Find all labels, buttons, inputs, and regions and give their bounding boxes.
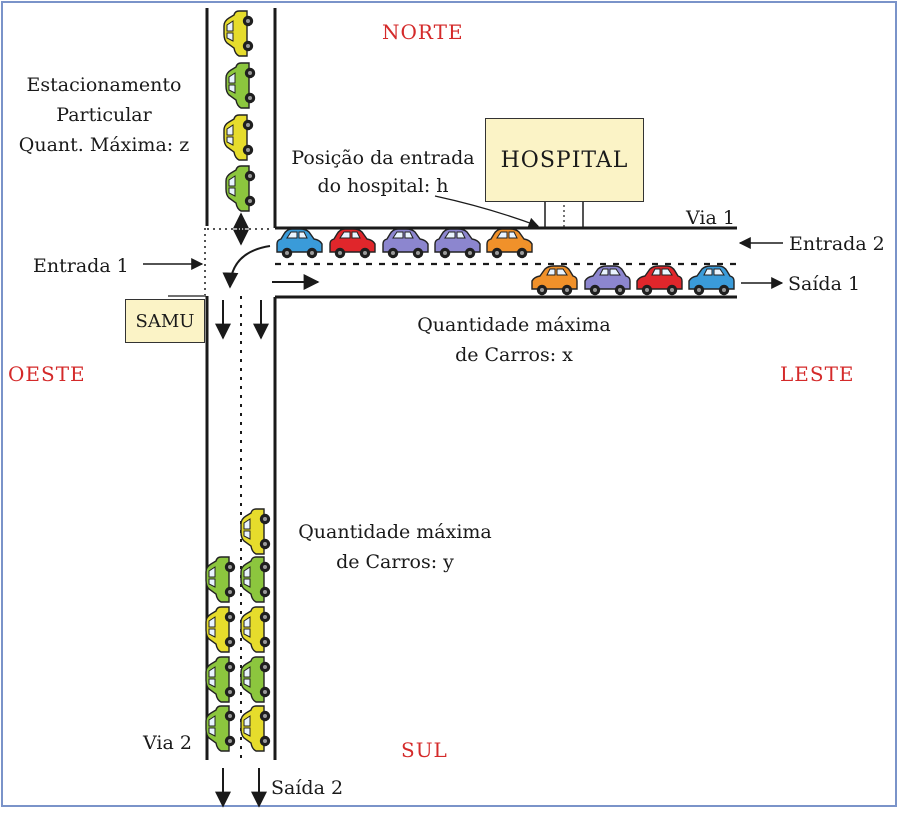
parking-cars — [223, 10, 256, 212]
direction-west: OESTE — [8, 362, 86, 386]
parking-label: Estacionamento Particular Quant. Máxima:… — [4, 70, 204, 160]
via-1-capacity-label: Quantidade máxima de Carros: x — [384, 310, 644, 370]
parking-label-line1: Estacionamento — [26, 74, 182, 96]
hospital-entrance — [544, 200, 584, 228]
arrows — [143, 195, 784, 808]
car-icon — [240, 656, 271, 703]
car-icon — [205, 705, 236, 752]
via-2-capacity-label: Quantidade máxima de Carros: y — [280, 517, 510, 577]
hospital-pointer-arrow-icon — [434, 195, 539, 228]
car-icon — [240, 508, 271, 555]
via-2-capacity-line1: Quantidade máxima — [298, 521, 492, 543]
turn-arrow-icon — [222, 245, 271, 289]
car-icon — [584, 265, 631, 296]
saida-1-label: Saída 1 — [788, 273, 861, 295]
via-1-capacity-line1: Quantidade máxima — [417, 314, 611, 336]
car-icon — [225, 165, 256, 212]
entrada-2-label: Entrada 2 — [789, 233, 885, 255]
car-icon — [688, 265, 735, 296]
direction-north: NORTE — [382, 20, 464, 44]
hospital-entry-label: Posição da entrada do hospital: h — [280, 144, 486, 200]
car-icon — [240, 606, 271, 653]
via-1-upper-cars — [276, 228, 533, 259]
car-icon — [486, 228, 533, 259]
hospital-building: HOSPITAL — [485, 118, 644, 202]
car-icon — [434, 228, 481, 259]
car-icon — [205, 606, 236, 653]
road-via-1 — [275, 226, 737, 299]
parking-label-line3: Quant. Máxima: z — [18, 134, 190, 156]
samu-box: SAMU — [125, 299, 205, 343]
via-2-cars — [205, 508, 271, 752]
car-icon — [223, 10, 254, 57]
parking-label-line2: Particular — [56, 104, 152, 126]
saida-2-label: Saída 2 — [271, 777, 344, 799]
hospital-entry-line1: Posição da entrada — [291, 147, 475, 169]
car-icon — [240, 556, 271, 603]
direction-south: SUL — [401, 738, 448, 762]
hospital-entry-line2: do hospital: h — [317, 175, 449, 197]
via-2-label: Via 2 — [143, 732, 192, 754]
car-icon — [276, 228, 323, 259]
via-1-capacity-line2: de Carros: x — [455, 344, 573, 366]
car-icon — [205, 656, 236, 703]
car-icon — [329, 228, 376, 259]
parking-lot — [205, 8, 277, 228]
car-icon — [636, 265, 683, 296]
car-icon — [240, 705, 271, 752]
via-1-lower-cars — [531, 265, 735, 296]
via-1-label: Via 1 — [686, 207, 735, 229]
car-icon — [382, 228, 429, 259]
via-2-capacity-line2: de Carros: y — [336, 551, 454, 573]
car-icon — [205, 556, 236, 603]
car-icon — [223, 114, 254, 161]
entrada-1-label: Entrada 1 — [33, 255, 129, 277]
car-icon — [531, 265, 578, 296]
direction-east: LESTE — [780, 362, 855, 386]
car-icon — [225, 62, 256, 109]
